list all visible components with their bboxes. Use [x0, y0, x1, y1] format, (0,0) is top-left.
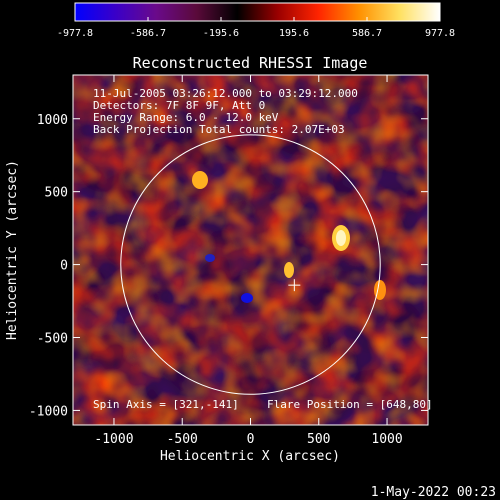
spin-axis-marker: [288, 279, 301, 292]
y-axis-label: Heliocentric Y (arcsec): [5, 160, 20, 340]
x-tick-label: 1000: [371, 432, 402, 447]
annotation-block: 11-Jul-2005 03:26:12.000 to 03:29:12.000…: [93, 87, 433, 411]
colorbar-tick-label: 586.7: [352, 28, 382, 39]
plot-title: Reconstructed RHESSI Image: [133, 54, 368, 72]
y-tick-label: 0: [60, 259, 68, 274]
detectors-text: Detectors: 7F 8F 9F, Att 0: [93, 99, 265, 112]
flare-position-text: Flare Position = [648,80]: [267, 398, 433, 411]
y-axis-ticks: 1000 500 0 -500 -1000: [29, 113, 428, 419]
rhessi-image: [73, 75, 428, 425]
y-tick-label: 500: [45, 186, 68, 201]
colorbar-ticks: -977.8 -586.7 -195.6 195.6 586.7 977.8: [57, 17, 455, 39]
timestamp: 1-May-2022 00:23: [371, 485, 496, 500]
colorbar-tick-label: -586.7: [130, 28, 166, 39]
colorbar-tick-label: 195.6: [279, 28, 309, 39]
x-tick-label: 0: [247, 432, 255, 447]
energy-range-text: Energy Range: 6.0 - 12.0 keV: [93, 111, 279, 124]
time-range-text: 11-Jul-2005 03:26:12.000 to 03:29:12.000: [93, 87, 358, 100]
solar-limb: [120, 134, 381, 395]
x-tick-label: -500: [167, 432, 198, 447]
colorbar-tick-label: -195.6: [203, 28, 239, 39]
bright-source: [192, 171, 208, 189]
method-counts-text: Back Projection Total counts: 2.07E+03: [93, 123, 345, 136]
colorbar: [74, 2, 441, 22]
spin-axis-text: Spin Axis = [321,-141]: [93, 398, 239, 411]
y-tick-label: 1000: [37, 113, 68, 128]
x-axis-ticks: -1000 -500 0 500 1000: [94, 75, 403, 447]
y-tick-label: -1000: [29, 404, 68, 419]
colorbar-tick-label: -977.8: [57, 28, 93, 39]
x-tick-label: -1000: [94, 432, 133, 447]
x-tick-label: 500: [307, 432, 330, 447]
x-axis-label: Heliocentric X (arcsec): [160, 449, 340, 464]
y-tick-label: -500: [37, 332, 68, 347]
colorbar-tick-label: 977.8: [425, 28, 455, 39]
